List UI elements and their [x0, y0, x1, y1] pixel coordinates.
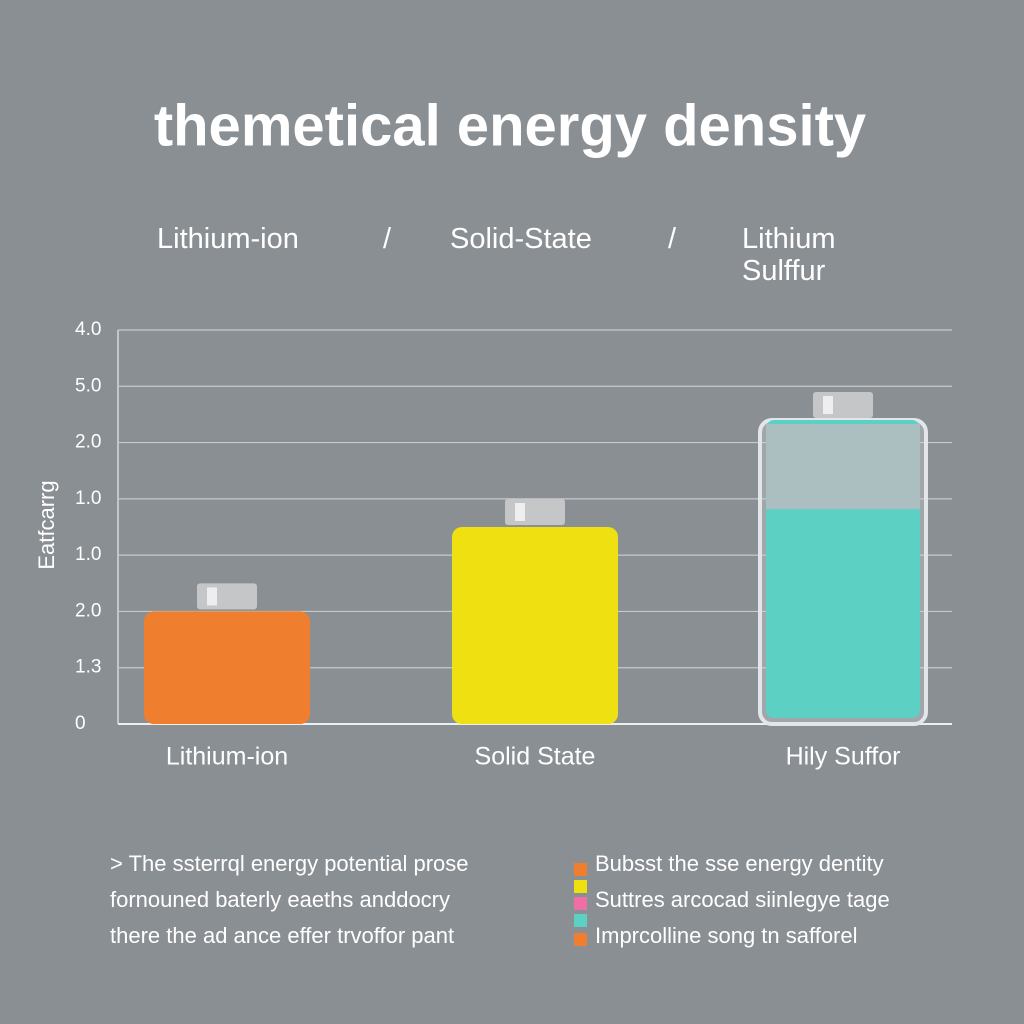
- note-line: > The ssterrql energy potential prose: [110, 851, 469, 876]
- header-label: Lithium Sulffur: [742, 223, 836, 287]
- legend-square: [574, 933, 587, 946]
- header-label: /: [668, 223, 677, 255]
- legend-note: Bubsst the sse energy dentity: [595, 851, 884, 876]
- battery-cap: [505, 499, 565, 525]
- header-label: Solid-State: [450, 223, 592, 255]
- cap-shine: [515, 503, 525, 521]
- bar: [452, 527, 618, 724]
- header-label: Lithium-ion: [157, 223, 299, 255]
- y-axis-label: Eatfcarrg: [34, 480, 59, 569]
- note-line: there the ad ance effer trvoffor pant: [110, 923, 454, 948]
- cap-shine: [207, 587, 217, 606]
- bar: [144, 611, 310, 724]
- y-tick-label: 0: [75, 713, 86, 734]
- legend-square: [574, 880, 587, 893]
- y-tick-label: 4.0: [75, 319, 101, 340]
- y-tick-label: 1.3: [75, 657, 101, 678]
- y-tick-label: 5.0: [75, 375, 101, 396]
- y-tick-label: 2.0: [75, 432, 101, 453]
- y-tick-label: 1.0: [75, 488, 101, 509]
- glass-top: [766, 424, 920, 510]
- x-tick-label: Solid State: [475, 743, 596, 771]
- note-line: fornouned baterly eaeths anddocry: [110, 887, 450, 912]
- battery-cap: [813, 392, 873, 419]
- cap-shine: [823, 396, 833, 415]
- y-tick-label: 1.0: [75, 544, 101, 565]
- legend-note: Imprcolline song tn safforel: [595, 923, 858, 948]
- legend-square: [574, 914, 587, 927]
- y-tick-label: 2.0: [75, 600, 101, 621]
- x-tick-label: Lithium-ion: [166, 743, 288, 771]
- legend-square: [574, 863, 587, 876]
- header-label: /: [383, 223, 392, 255]
- x-tick-label: Hily Suffor: [786, 743, 901, 771]
- legend-square: [574, 897, 587, 910]
- legend-squares: [574, 863, 587, 946]
- chart-title: themetical energy density: [154, 93, 866, 158]
- battery-cap: [197, 583, 257, 610]
- legend-note: Suttres arcocad siinlegye tage: [595, 887, 890, 912]
